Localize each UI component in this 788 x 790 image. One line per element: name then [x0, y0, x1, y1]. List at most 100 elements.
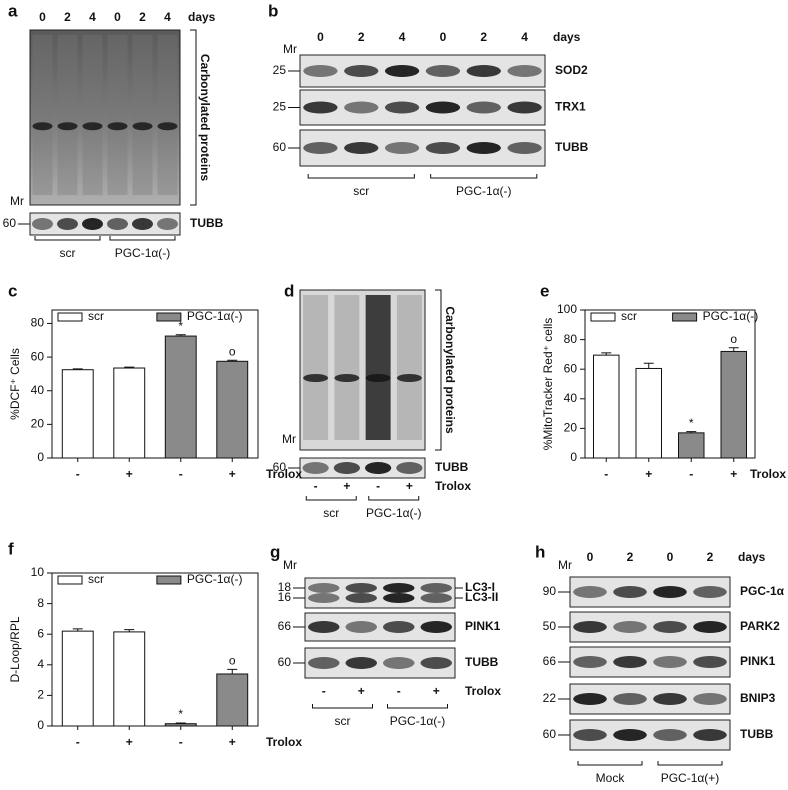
protein-label: TUBB	[740, 727, 774, 741]
smear-lane	[303, 295, 329, 440]
group-bracket	[307, 174, 415, 179]
side-label: Carbonylated proteins	[443, 306, 457, 434]
band	[384, 142, 420, 154]
band	[653, 693, 687, 705]
legend-label: PGC-1α(-)	[703, 309, 759, 323]
band	[333, 462, 360, 474]
mr-label: Mr	[558, 558, 572, 572]
plot-frame	[51, 572, 259, 727]
x-tick-label: -	[179, 467, 183, 481]
error-bar	[728, 347, 739, 352]
band	[420, 583, 452, 593]
band	[302, 462, 329, 474]
lane-label: 0	[587, 550, 594, 564]
significance-mark: *	[689, 416, 694, 430]
error-bar	[124, 629, 135, 632]
band	[507, 65, 542, 77]
band	[466, 65, 501, 77]
band	[57, 122, 78, 131]
panel-letter: a	[8, 1, 18, 20]
treatment-name: Trolox	[435, 479, 471, 493]
treatment-label: +	[343, 479, 350, 493]
band	[345, 583, 377, 593]
band	[365, 374, 391, 382]
band	[383, 593, 415, 603]
y-tick-label: 60	[564, 361, 578, 375]
group-label: scr	[353, 184, 369, 198]
bar	[593, 354, 620, 459]
bracket	[435, 289, 442, 451]
group-label: Mock	[596, 771, 626, 785]
band	[693, 586, 727, 598]
protein-label: PINK1	[465, 619, 501, 633]
band	[613, 693, 647, 705]
band	[613, 586, 647, 598]
band	[383, 657, 415, 669]
band	[613, 656, 647, 668]
group-label: PGC-1α(-)	[366, 506, 422, 520]
y-tick-label: 60	[31, 349, 45, 363]
blot-strip	[299, 54, 546, 88]
legend-swatch	[156, 312, 182, 322]
band	[425, 65, 461, 77]
lane-label: 2	[480, 30, 487, 44]
error-bar	[227, 668, 238, 674]
band	[396, 374, 422, 382]
treatment-label: -	[322, 684, 326, 698]
mw-label: 60	[543, 727, 557, 741]
protein-label: BNIP3	[740, 691, 776, 705]
band	[132, 122, 153, 131]
group-bracket	[430, 174, 538, 179]
group-bracket	[577, 761, 643, 766]
group-label: PGC-1α(-)	[456, 184, 512, 198]
band	[613, 621, 647, 633]
band	[334, 374, 360, 382]
protein-label: SOD2	[555, 63, 588, 77]
y-tick-label: 10	[31, 565, 45, 579]
band	[653, 586, 687, 598]
panel-letter: b	[268, 1, 278, 20]
protein-label: TUBB	[435, 460, 469, 474]
lane-label: 2	[139, 10, 146, 24]
band	[32, 122, 53, 131]
y-tick-label: 0	[37, 450, 44, 464]
x-axis-label: Trolox	[266, 735, 302, 749]
mr-label: Mr	[283, 558, 297, 572]
lane-label: 0	[39, 10, 46, 24]
legend-swatch	[590, 312, 616, 322]
band	[420, 657, 452, 669]
band	[308, 621, 340, 633]
band	[653, 729, 687, 741]
bracket	[190, 29, 197, 206]
panel-letter: e	[540, 281, 549, 300]
y-tick-label: 6	[37, 626, 44, 640]
significance-mark: o	[229, 344, 236, 358]
x-axis-label: Trolox	[266, 467, 302, 481]
smear-lane	[32, 35, 53, 195]
lane-label: 4	[89, 10, 96, 24]
treatment-label: -	[314, 479, 318, 493]
protein-label: PINK1	[740, 654, 776, 668]
protein-label: TUBB	[465, 655, 499, 669]
mw-label: 60	[278, 655, 292, 669]
bar	[61, 369, 94, 459]
legend-swatch	[156, 575, 182, 585]
protein-label: PGC-1α	[740, 584, 785, 598]
band	[613, 729, 647, 741]
y-tick-label: 100	[557, 302, 577, 316]
x-axis-label: Trolox	[750, 467, 786, 481]
x-tick-label: +	[645, 467, 652, 481]
bar	[635, 367, 662, 459]
smear-lane	[57, 35, 78, 195]
treatment-label: -	[397, 684, 401, 698]
smear-blot	[29, 29, 181, 206]
band	[303, 374, 329, 382]
smear-lane	[107, 35, 128, 195]
band	[308, 657, 340, 669]
band	[345, 621, 377, 633]
y-tick-label: 8	[37, 596, 44, 610]
band	[303, 65, 338, 77]
legend-label: PGC-1α(-)	[187, 572, 243, 586]
treatment-label: +	[433, 684, 440, 698]
side-label: Carbonylated proteins	[198, 54, 212, 182]
